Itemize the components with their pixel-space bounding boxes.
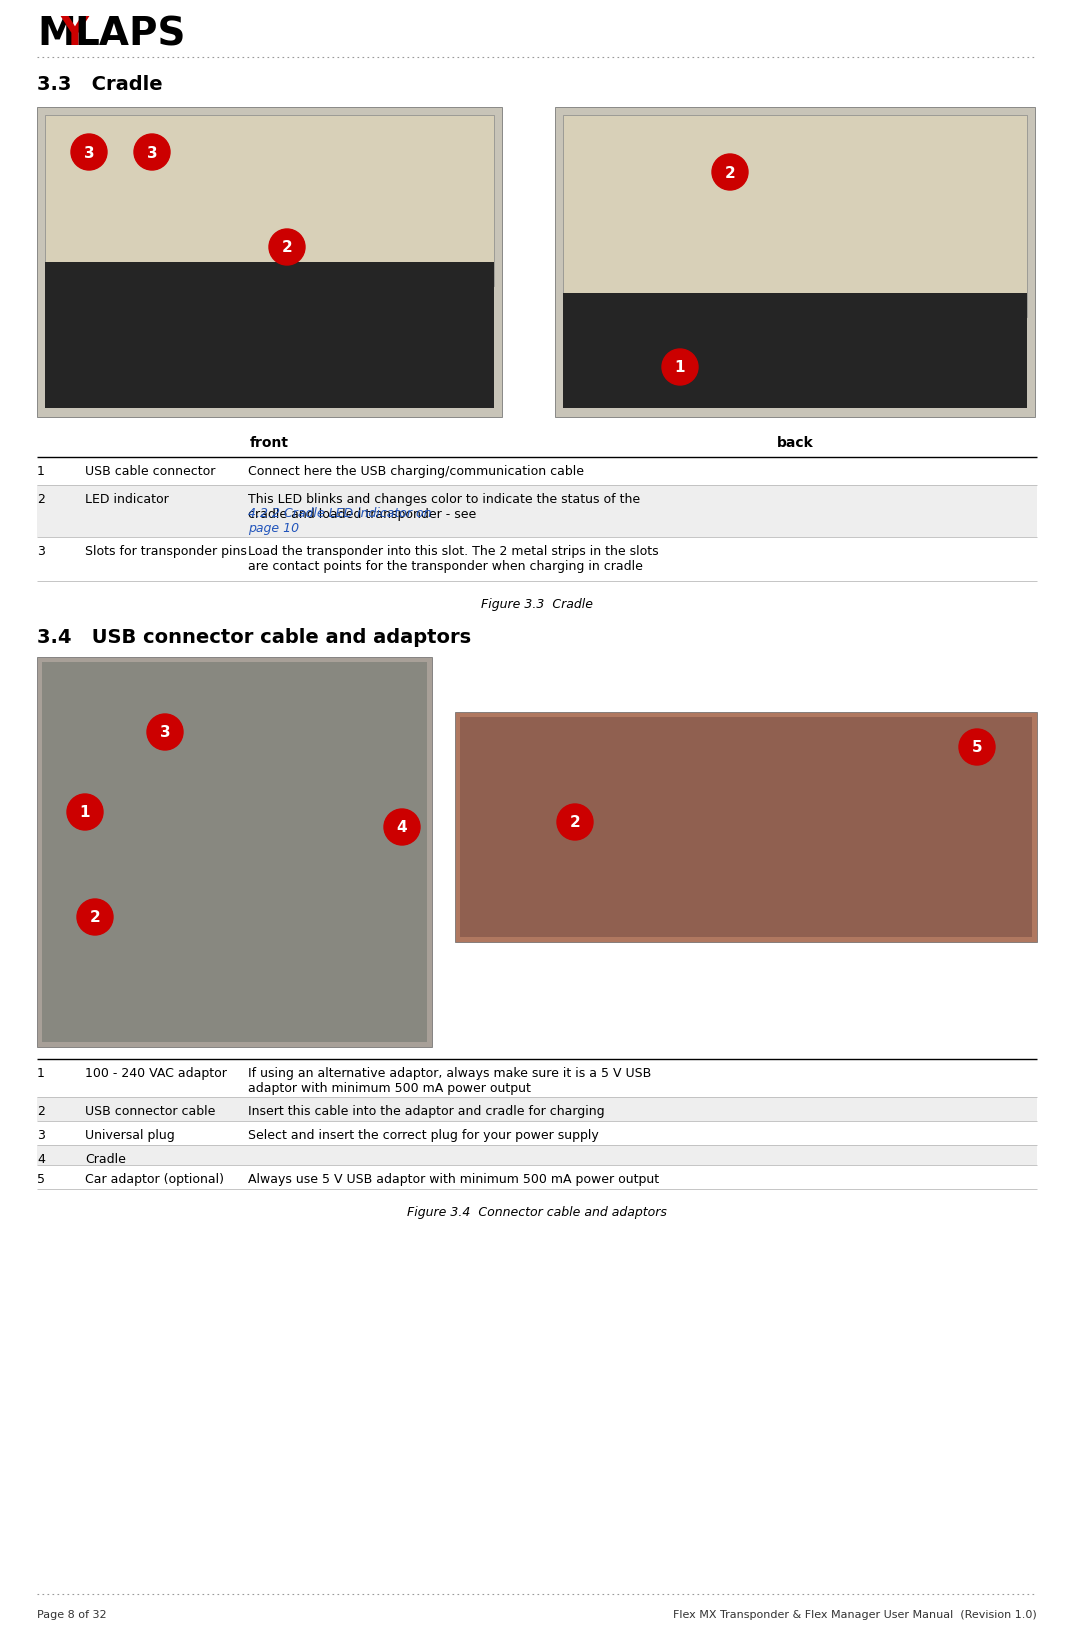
- Bar: [37, 485, 1037, 538]
- Text: 2: 2: [569, 815, 580, 829]
- Text: 2: 2: [37, 493, 45, 506]
- Bar: [37, 108, 502, 418]
- Text: 1: 1: [37, 465, 45, 477]
- Bar: [42, 662, 427, 1042]
- Bar: [37, 1146, 1037, 1165]
- Text: 2: 2: [281, 241, 292, 256]
- Bar: [563, 116, 1027, 318]
- Text: 2: 2: [725, 166, 736, 180]
- Text: 2: 2: [89, 910, 100, 924]
- Text: Figure 3.3  Cradle: Figure 3.3 Cradle: [481, 598, 593, 611]
- Text: USB cable connector: USB cable connector: [85, 465, 216, 477]
- Text: M: M: [37, 15, 76, 52]
- Text: 3: 3: [147, 146, 157, 161]
- Bar: [45, 116, 494, 287]
- Text: 3: 3: [84, 146, 95, 161]
- Circle shape: [712, 156, 748, 190]
- Bar: [555, 108, 1035, 418]
- Text: Figure 3.4  Connector cable and adaptors: Figure 3.4 Connector cable and adaptors: [407, 1205, 667, 1218]
- Text: Y: Y: [60, 15, 88, 52]
- Text: This LED blinks and changes color to indicate the status of the
cradle and loade: This LED blinks and changes color to ind…: [248, 493, 640, 521]
- Bar: [37, 657, 432, 1047]
- Text: 5: 5: [37, 1172, 45, 1185]
- Text: Slots for transponder pins: Slots for transponder pins: [85, 544, 247, 557]
- Text: 1: 1: [37, 1067, 45, 1080]
- Circle shape: [662, 349, 698, 385]
- Text: 3.4   USB connector cable and adaptors: 3.4 USB connector cable and adaptors: [37, 628, 471, 647]
- Circle shape: [77, 900, 113, 936]
- Text: Connect here the USB charging/communication cable: Connect here the USB charging/communicat…: [248, 465, 584, 477]
- Bar: [455, 713, 1037, 942]
- Text: LAPS: LAPS: [74, 15, 186, 52]
- Circle shape: [959, 729, 995, 765]
- Circle shape: [134, 134, 170, 170]
- Text: 3.3   Cradle: 3.3 Cradle: [37, 75, 162, 93]
- Text: 1: 1: [79, 805, 90, 820]
- Circle shape: [71, 134, 107, 170]
- Text: 1: 1: [674, 361, 685, 375]
- Text: 100 - 240 VAC adaptor: 100 - 240 VAC adaptor: [85, 1067, 227, 1080]
- Text: Page 8 of 32: Page 8 of 32: [37, 1609, 106, 1619]
- Text: Select and insert the correct plug for your power supply: Select and insert the correct plug for y…: [248, 1128, 598, 1141]
- Text: 3: 3: [37, 544, 45, 557]
- Text: Load the transponder into this slot. The 2 metal strips in the slots
are contact: Load the transponder into this slot. The…: [248, 544, 658, 572]
- Circle shape: [67, 795, 103, 831]
- Text: 4.2.2 Cradle LED indicator on
page 10: 4.2.2 Cradle LED indicator on page 10: [248, 506, 432, 534]
- Bar: [37, 1098, 1037, 1121]
- Text: 4: 4: [37, 1152, 45, 1165]
- Text: front: front: [249, 436, 289, 449]
- Text: LED indicator: LED indicator: [85, 493, 169, 506]
- Circle shape: [384, 810, 420, 846]
- Text: 3: 3: [160, 724, 171, 741]
- Text: Always use 5 V USB adaptor with minimum 500 mA power output: Always use 5 V USB adaptor with minimum …: [248, 1172, 659, 1185]
- Text: Car adaptor (optional): Car adaptor (optional): [85, 1172, 224, 1185]
- Circle shape: [557, 805, 593, 841]
- Text: back: back: [777, 436, 813, 449]
- Bar: [460, 718, 1032, 938]
- Text: 2: 2: [37, 1105, 45, 1118]
- Text: USB connector cable: USB connector cable: [85, 1105, 216, 1118]
- Text: 5: 5: [972, 741, 983, 756]
- Text: If using an alternative adaptor, always make sure it is a 5 V USB
adaptor with m: If using an alternative adaptor, always …: [248, 1067, 651, 1095]
- Circle shape: [147, 715, 183, 751]
- Text: 4: 4: [396, 820, 407, 834]
- Text: Cradle: Cradle: [85, 1152, 126, 1165]
- Text: Insert this cable into the adaptor and cradle for charging: Insert this cable into the adaptor and c…: [248, 1105, 605, 1118]
- Bar: [563, 293, 1027, 408]
- Circle shape: [268, 229, 305, 266]
- Text: 3: 3: [37, 1128, 45, 1141]
- Text: Flex MX Transponder & Flex Manager User Manual  (Revision 1.0): Flex MX Transponder & Flex Manager User …: [673, 1609, 1037, 1619]
- Bar: [45, 262, 494, 408]
- Text: Universal plug: Universal plug: [85, 1128, 175, 1141]
